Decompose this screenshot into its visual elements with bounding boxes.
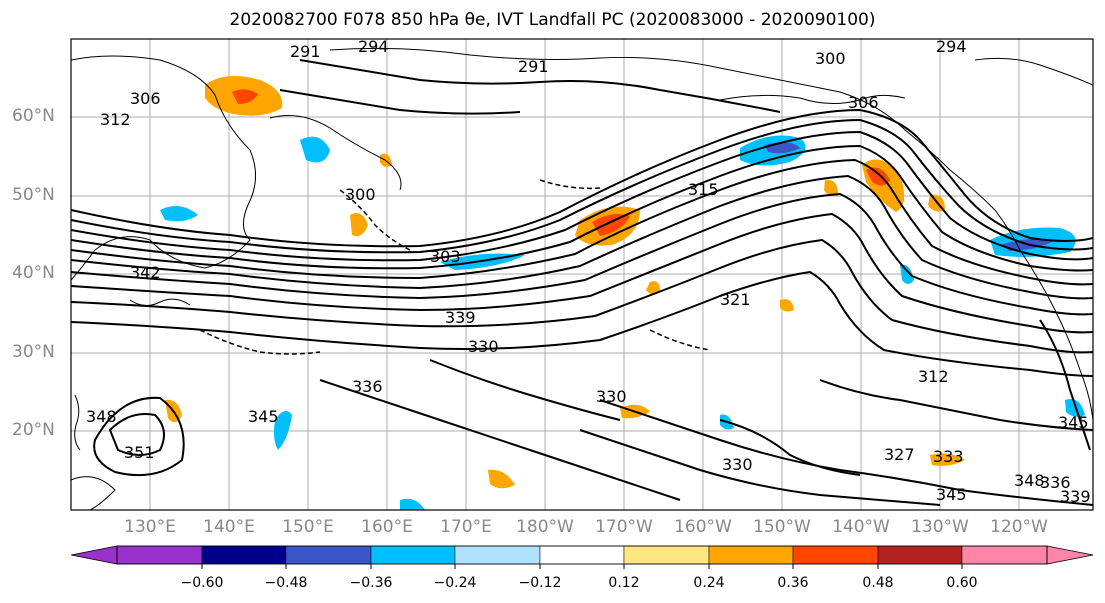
colorbar-tick-label: 0.60	[946, 575, 978, 591]
contour-label: 306	[848, 93, 879, 112]
contour-label: 294	[358, 37, 389, 56]
colorbar-extend-left	[70, 545, 118, 565]
lon-label: 140°E	[203, 517, 255, 537]
lon-label: 170°W	[595, 517, 653, 537]
colorbar-segment	[792, 545, 879, 565]
colorbar-segment	[877, 545, 963, 565]
colorbar-segment	[708, 545, 794, 565]
colorbar-tick-label: −0.48	[264, 575, 308, 591]
contour-label: 345	[936, 485, 967, 504]
lon-label: 160°E	[361, 517, 413, 537]
colorbar	[70, 545, 1094, 569]
colorbar-segment	[116, 545, 203, 565]
contour-label: 291	[290, 42, 321, 61]
lon-label: 180°W	[516, 517, 574, 537]
contour-label: 303	[430, 247, 461, 266]
colorbar-segment	[623, 545, 710, 565]
contour-label: 294	[936, 37, 967, 56]
colorbar-segment	[539, 545, 625, 565]
contour-label: 345	[1058, 413, 1089, 432]
contour-label: 345	[248, 407, 279, 426]
lon-label: 140°W	[832, 517, 890, 537]
contour-label: 321	[720, 290, 751, 309]
dashed-contours	[199, 179, 711, 355]
contour-label: 327	[884, 445, 915, 464]
contour-label: 300	[345, 185, 376, 204]
theta-e-contours	[71, 59, 1093, 506]
map-frame	[70, 38, 1094, 511]
contour-label: 333	[933, 447, 964, 466]
contour-label: 339	[445, 308, 476, 327]
contour-label: 330	[596, 387, 627, 406]
contour-label: 336	[1040, 473, 1071, 492]
lon-label: 170°E	[440, 517, 492, 537]
colorbar-segments	[116, 545, 1048, 565]
colorbar-tick-label: 0.48	[862, 575, 894, 591]
contour-label: 342	[130, 263, 161, 282]
colorbar-extend-right	[1046, 545, 1094, 565]
lat-label: 30°N	[12, 342, 55, 362]
lon-label: 150°W	[753, 517, 811, 537]
contour-label: 348	[1014, 471, 1045, 490]
contour-label: 315	[688, 180, 719, 199]
colorbar-segment	[285, 545, 372, 565]
lon-label: 130°E	[124, 517, 176, 537]
gridlines	[71, 39, 1093, 510]
colorbar-tick-label: −0.24	[433, 575, 477, 591]
contour-label: 312	[100, 110, 131, 129]
contour-label: 339	[1060, 487, 1091, 506]
contour-label: 306	[130, 89, 161, 108]
colorbar-ticks	[201, 564, 963, 569]
lat-label: 40°N	[12, 263, 55, 283]
colorbar-tick-label: 0.24	[693, 575, 725, 591]
contour-label: 330	[468, 337, 499, 356]
contour-label: 330	[722, 455, 753, 474]
colorbar-tick-label: 0.36	[777, 575, 809, 591]
contour-label: 291	[518, 57, 549, 76]
colorbar-tick-label: −0.36	[349, 575, 393, 591]
lon-label: 120°W	[990, 517, 1048, 537]
colorbar-segment	[961, 545, 1048, 565]
colorbar-tick-label: −0.12	[518, 575, 562, 591]
colorbar-segment	[370, 545, 456, 565]
lon-label: 130°W	[911, 517, 969, 537]
map-title: 2020082700 F078 850 hPa θe, IVT Landfall…	[229, 10, 876, 30]
shading-blobs	[160, 76, 1085, 510]
contour-labels: 291 294 291 300 294 306 312 306 300 303 …	[86, 37, 1091, 506]
colorbar-segment	[201, 545, 287, 565]
lat-label: 20°N	[12, 420, 55, 440]
lon-label: 160°W	[674, 517, 732, 537]
contour-label: 348	[86, 407, 117, 426]
lat-label: 50°N	[12, 185, 55, 205]
contour-label: 351	[124, 443, 155, 462]
colorbar-segment	[454, 545, 541, 565]
coastlines	[71, 47, 1093, 510]
lat-label: 60°N	[12, 106, 55, 126]
colorbar-frame	[116, 545, 1048, 565]
colorbar-tick-label: −0.60	[180, 575, 224, 591]
colorbar-tick-label: 0.12	[608, 575, 640, 591]
lon-label: 150°E	[282, 517, 334, 537]
contour-label: 312	[918, 367, 949, 386]
contour-label: 300	[815, 49, 846, 68]
contour-label: 336	[352, 377, 383, 396]
